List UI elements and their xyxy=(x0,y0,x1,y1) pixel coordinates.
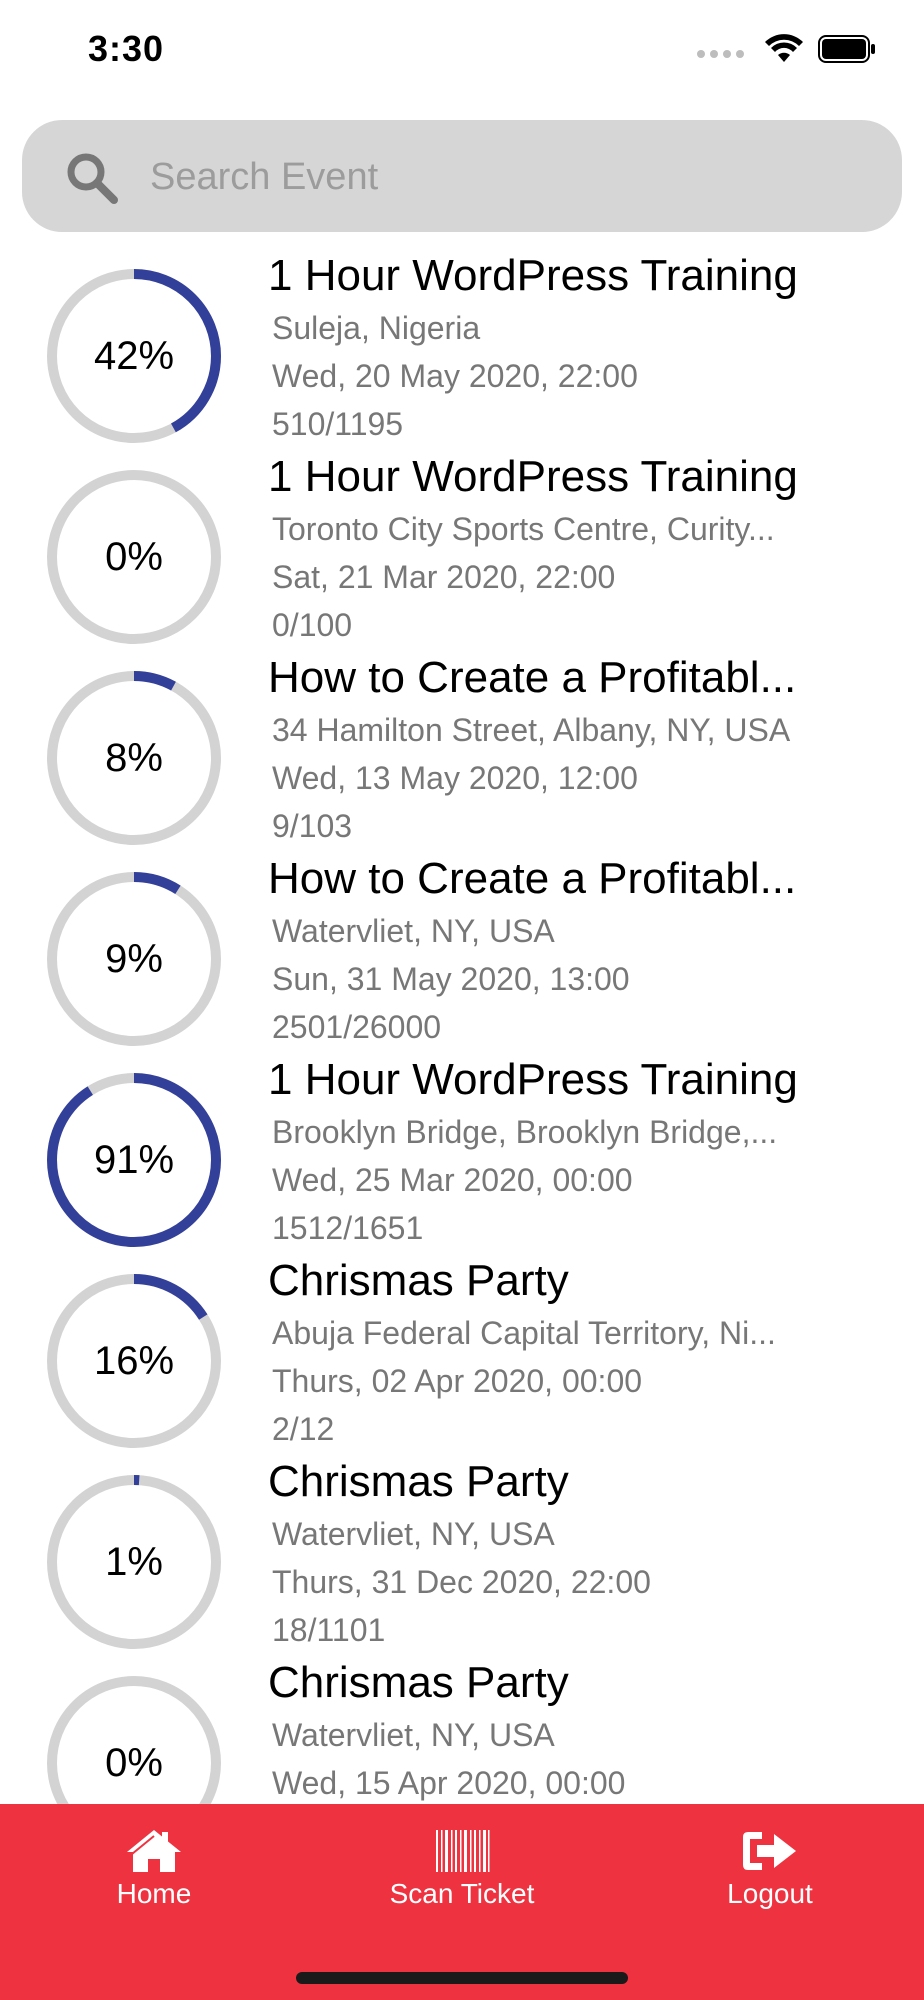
event-datetime: Thurs, 02 Apr 2020, 00:00 xyxy=(272,1363,643,1399)
event-title: Chrismas Party xyxy=(268,1256,569,1305)
event-info: Chrismas Party Watervliet, NY, USA Wed, 15… xyxy=(268,1655,898,1804)
event-title: 1 Hour WordPress Training xyxy=(268,1055,798,1104)
event-datetime: Wed, 15 Apr 2020, 00:00 xyxy=(272,1765,626,1801)
event-row[interactable]: 8% How to Create a Profitabl... 34 Hamilto… xyxy=(0,650,924,851)
progress-percent: 16% xyxy=(93,1338,175,1383)
event-title: 1 Hour WordPress Training xyxy=(268,251,798,300)
event-row[interactable]: 1% Chrismas Party Watervliet, NY, USA Thurs… xyxy=(0,1454,924,1655)
home-indicator xyxy=(296,1972,628,1984)
progress-ring: 91% xyxy=(42,1068,226,1252)
tab-home[interactable]: Home xyxy=(54,1828,254,1948)
tab-bar: Home Scan Ticket Logout xyxy=(0,1804,924,2000)
event-location: Abuja Federal Capital Territory, Ni... xyxy=(272,1315,776,1351)
progress-ring: 0% xyxy=(42,465,226,649)
event-tickets: 2501/26000 xyxy=(272,1009,442,1045)
event-info: Chrismas Party Watervliet, NY, USA Thurs, … xyxy=(268,1454,898,1654)
battery-icon xyxy=(818,35,875,63)
signal-icon xyxy=(697,50,744,58)
event-datetime: Thurs, 31 Dec 2020, 22:00 xyxy=(272,1564,651,1600)
status-time: 3:30 xyxy=(88,28,165,69)
event-datetime: Wed, 25 Mar 2020, 00:00 xyxy=(272,1162,633,1198)
event-tickets: 1512/1651 xyxy=(272,1210,424,1246)
progress-ring: 1% xyxy=(42,1470,226,1654)
progress-ring: 8% xyxy=(42,666,226,850)
event-location: Watervliet, NY, USA xyxy=(272,913,555,949)
event-location: Watervliet, NY, USA xyxy=(272,1516,555,1552)
event-tickets: 18/1101 xyxy=(272,1612,386,1648)
progress-percent: 1% xyxy=(105,1539,163,1584)
event-datetime: Wed, 20 May 2020, 22:00 xyxy=(272,358,638,394)
event-row[interactable]: 91% 1 Hour WordPress Training Brooklyn Bri… xyxy=(0,1052,924,1253)
wifi-icon xyxy=(765,34,803,62)
progress-ring: 42% xyxy=(42,264,226,448)
event-row[interactable]: 16% Chrismas Party Abuja Federal Capital T… xyxy=(0,1253,924,1454)
status-bar: 3:30 xyxy=(0,0,924,100)
event-title: Chrismas Party xyxy=(268,1658,569,1707)
progress-percent: 8% xyxy=(105,735,163,780)
event-title: Chrismas Party xyxy=(268,1457,569,1506)
tab-logout[interactable]: Logout xyxy=(670,1828,870,1948)
event-tickets: 2/12 xyxy=(272,1411,335,1447)
event-info: Chrismas Party Abuja Federal Capital Terr… xyxy=(268,1253,898,1453)
progress-ring: 0% xyxy=(42,1671,226,1804)
search-icon xyxy=(67,153,118,204)
event-info: 1 Hour WordPress Training Suleja, Nigeria… xyxy=(268,248,898,448)
home-icon xyxy=(127,1830,181,1872)
event-row[interactable]: 0% Chrismas Party Watervliet, NY, USA Wed, … xyxy=(0,1655,924,1804)
event-location: 34 Hamilton Street, Albany, NY, USA xyxy=(272,712,791,748)
progress-ring: 9% xyxy=(42,867,226,1051)
event-info: How to Create a Profitabl... Watervliet, … xyxy=(268,851,898,1051)
progress-percent: 0% xyxy=(105,1740,163,1785)
event-location: Toronto City Sports Centre, Curity... xyxy=(272,511,775,547)
status-icons xyxy=(697,34,876,64)
event-row[interactable]: 42% 1 Hour WordPress Training Suleja, Nige… xyxy=(0,248,924,449)
event-title: How to Create a Profitabl... xyxy=(268,854,797,903)
event-list[interactable]: 42% 1 Hour WordPress Training Suleja, Nige… xyxy=(0,248,924,1804)
tab-scan-ticket[interactable]: Scan Ticket xyxy=(362,1828,562,1948)
logout-icon xyxy=(743,1832,796,1870)
event-info: 1 Hour WordPress Training Brooklyn Bridge… xyxy=(268,1052,898,1252)
event-datetime: Sun, 31 May 2020, 13:00 xyxy=(272,961,630,997)
event-row[interactable]: 0% 1 Hour WordPress Training Toronto City … xyxy=(0,449,924,650)
event-row[interactable]: 9% How to Create a Profitabl... Watervliet… xyxy=(0,851,924,1052)
event-datetime: Sat, 21 Mar 2020, 22:00 xyxy=(272,559,616,595)
event-location: Watervliet, NY, USA xyxy=(272,1717,555,1753)
progress-percent: 91% xyxy=(93,1137,175,1182)
event-tickets: 510/1195 xyxy=(272,406,404,442)
event-tickets: 0/100 xyxy=(272,607,353,643)
event-title: How to Create a Profitabl... xyxy=(268,653,797,702)
tab-home-label: Home xyxy=(116,1878,192,1909)
progress-ring: 16% xyxy=(42,1269,226,1453)
tab-scan-ticket-label: Scan Ticket xyxy=(389,1878,535,1909)
event-title: 1 Hour WordPress Training xyxy=(268,452,798,501)
progress-percent: 0% xyxy=(105,534,163,579)
event-location: Brooklyn Bridge, Brooklyn Bridge,... xyxy=(272,1114,778,1150)
event-tickets: 9/103 xyxy=(272,808,353,844)
search-input[interactable] xyxy=(148,144,872,210)
event-info: How to Create a Profitabl... 34 Hamilton … xyxy=(268,650,898,850)
progress-percent: 9% xyxy=(105,936,163,981)
tab-logout-label: Logout xyxy=(727,1878,813,1909)
search-bar[interactable] xyxy=(22,120,902,232)
event-datetime: Wed, 13 May 2020, 12:00 xyxy=(272,760,638,796)
barcode-icon xyxy=(436,1830,490,1872)
event-info: 1 Hour WordPress Training Toronto City Sp… xyxy=(268,449,898,649)
event-location: Suleja, Nigeria xyxy=(272,310,481,346)
progress-percent: 42% xyxy=(93,333,175,378)
